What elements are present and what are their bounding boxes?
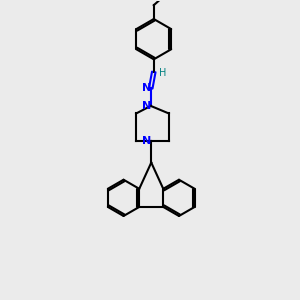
Text: H: H	[159, 68, 167, 78]
Text: N: N	[142, 83, 151, 93]
Text: N: N	[142, 136, 152, 146]
Text: N: N	[142, 101, 151, 111]
